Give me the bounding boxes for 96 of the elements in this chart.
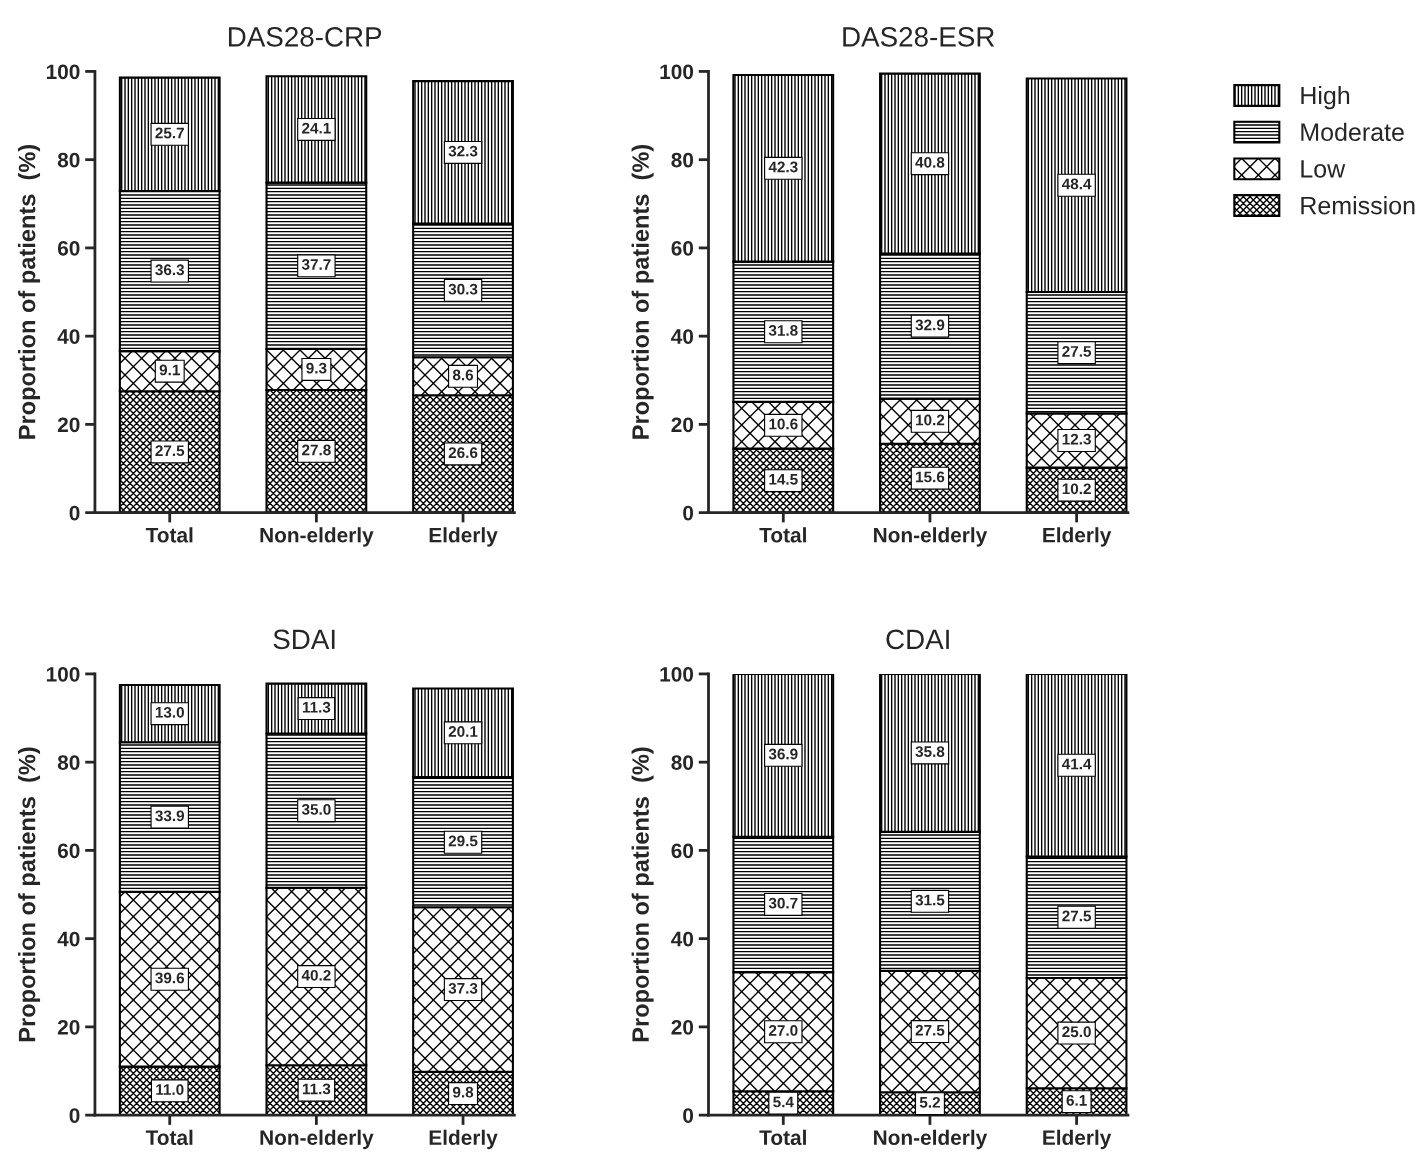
data-label: 24.1 bbox=[302, 122, 331, 134]
data-label: 27.5 bbox=[1062, 910, 1092, 922]
legend-label: Moderate bbox=[1301, 122, 1404, 142]
y-tick-label: 0 bbox=[69, 505, 80, 521]
x-tick-label: Non-elderly bbox=[260, 1129, 374, 1150]
y-tick-label: 0 bbox=[69, 1108, 80, 1123]
y-tick-label: 100 bbox=[46, 666, 80, 682]
data-label: 5.4 bbox=[773, 1096, 794, 1108]
data-label: 15.6 bbox=[916, 471, 945, 483]
data-label: 35.8 bbox=[915, 746, 945, 758]
legend-label: High bbox=[1301, 85, 1350, 110]
data-label: 37.3 bbox=[448, 982, 478, 994]
data-label: 6.1 bbox=[1066, 1094, 1087, 1106]
x-tick-label: Elderly bbox=[429, 1129, 498, 1150]
data-label: 32.9 bbox=[915, 319, 945, 331]
data-label: 25.0 bbox=[1062, 1026, 1091, 1038]
y-tick-label: 80 bbox=[57, 152, 80, 168]
data-label: 8.6 bbox=[452, 369, 474, 381]
data-label: 31.8 bbox=[768, 325, 798, 336]
data-label: 14.5 bbox=[769, 474, 798, 485]
data-label: 25.7 bbox=[155, 127, 184, 139]
y-tick-label: 60 bbox=[671, 240, 694, 256]
data-label: 10.2 bbox=[1062, 483, 1091, 495]
data-label: 10.2 bbox=[916, 414, 945, 426]
x-tick-label: Elderly bbox=[429, 527, 498, 547]
x-tick-label: Total bbox=[759, 527, 806, 543]
data-label: 12.3 bbox=[1062, 433, 1091, 445]
data-label: 48.4 bbox=[1061, 178, 1092, 190]
data-label: 41.4 bbox=[1061, 758, 1092, 770]
x-tick-label: Non-elderly bbox=[260, 527, 374, 547]
y-tick-label: 60 bbox=[57, 240, 80, 256]
data-label: 39.6 bbox=[155, 972, 185, 984]
data-label: 33.9 bbox=[155, 810, 185, 822]
x-tick-label: Elderly bbox=[1043, 1129, 1112, 1150]
y-tick-label: 40 bbox=[671, 329, 694, 344]
data-label: 11.3 bbox=[302, 701, 331, 713]
data-label: 31.5 bbox=[915, 894, 945, 906]
data-label: 36.3 bbox=[155, 264, 185, 276]
y-axis-title: Proportion of patients (%) bbox=[18, 144, 41, 439]
legend-label: Low bbox=[1301, 160, 1346, 178]
data-label: 30.3 bbox=[448, 283, 478, 295]
data-label: 36.9 bbox=[768, 748, 798, 760]
data-label: 42.3 bbox=[768, 161, 798, 173]
data-label: 29.5 bbox=[448, 835, 478, 847]
x-tick-label: Non-elderly bbox=[874, 527, 988, 547]
x-tick-label: Total bbox=[145, 527, 193, 543]
data-label: 27.5 bbox=[915, 1024, 945, 1036]
data-label: 20.1 bbox=[448, 726, 478, 737]
x-tick-label: Total bbox=[145, 1129, 193, 1146]
y-tick-label: 40 bbox=[57, 329, 80, 344]
data-label: 37.7 bbox=[301, 259, 331, 270]
y-tick-label: 40 bbox=[671, 931, 694, 947]
data-label: 27.5 bbox=[155, 445, 185, 457]
y-tick-label: 60 bbox=[57, 843, 80, 859]
y-tick-label: 0 bbox=[683, 1108, 694, 1123]
data-label: 9.3 bbox=[306, 362, 327, 374]
y-tick-label: 80 bbox=[57, 755, 80, 770]
y-tick-label: 0 bbox=[683, 505, 694, 521]
chart-title: CDAI bbox=[886, 629, 949, 650]
y-axis-title: Proportion of patients (%) bbox=[631, 144, 654, 439]
data-label: 26.6 bbox=[448, 447, 478, 459]
data-label: 10.6 bbox=[769, 418, 798, 430]
y-tick-label: 80 bbox=[671, 755, 694, 770]
y-tick-label: 20 bbox=[57, 417, 80, 433]
chart-title: DAS28-CRP bbox=[228, 27, 382, 47]
data-label: 9.1 bbox=[159, 364, 180, 376]
y-tick-label: 80 bbox=[671, 152, 694, 168]
data-label: 11.3 bbox=[302, 1083, 331, 1095]
data-label: 40.8 bbox=[915, 156, 945, 168]
x-tick-label: Total bbox=[759, 1129, 806, 1146]
y-tick-label: 100 bbox=[660, 666, 694, 682]
legend-label: Remission bbox=[1301, 196, 1415, 215]
data-label: 5.2 bbox=[919, 1096, 940, 1108]
data-label: 27.5 bbox=[1062, 345, 1092, 357]
data-label: 9.8 bbox=[452, 1086, 474, 1098]
data-label: 11.0 bbox=[156, 1084, 184, 1095]
y-tick-label: 20 bbox=[671, 417, 694, 433]
y-tick-label: 20 bbox=[57, 1019, 80, 1035]
data-label: 35.0 bbox=[301, 803, 331, 815]
data-label: 13.0 bbox=[155, 706, 184, 718]
chart-title: SDAI bbox=[273, 629, 335, 650]
x-tick-label: Elderly bbox=[1043, 527, 1112, 547]
data-label: 40.2 bbox=[301, 969, 331, 981]
y-tick-label: 40 bbox=[57, 931, 80, 947]
data-label: 27.0 bbox=[768, 1025, 798, 1036]
y-tick-label: 100 bbox=[46, 64, 80, 80]
y-axis-title: Proportion of patients (%) bbox=[18, 747, 41, 1042]
y-axis-title: Proportion of patients (%) bbox=[631, 747, 654, 1042]
data-label: 27.8 bbox=[302, 444, 331, 456]
data-label: 32.3 bbox=[448, 145, 478, 157]
x-tick-label: Non-elderly bbox=[874, 1129, 988, 1150]
y-tick-label: 20 bbox=[671, 1019, 694, 1035]
y-tick-label: 100 bbox=[660, 64, 694, 80]
chart-title: DAS28-ESR bbox=[843, 27, 995, 47]
data-label: 30.7 bbox=[768, 897, 798, 909]
y-tick-label: 60 bbox=[671, 843, 694, 859]
